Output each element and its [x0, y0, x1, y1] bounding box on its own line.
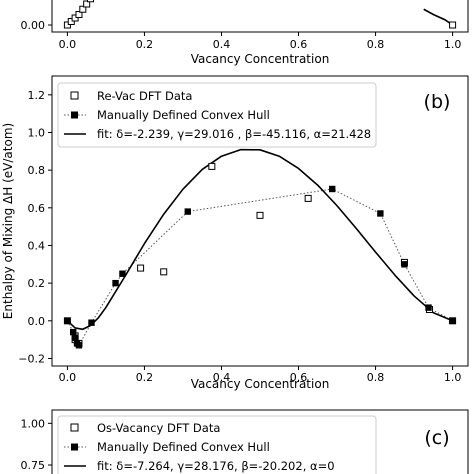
panel-b: 0.0 0.2 0.4 0.6 0.8 1.0 −0.2 0.0 0.2 0.4 0.6 0.8 1.0… — [1, 75, 469, 391]
dft-data-point — [256, 211, 264, 219]
panel-c-tag: (c) — [424, 427, 449, 449]
legend-marker-dft-data — [70, 91, 79, 100]
panel-b-x-axis-title: Vacancy Concentration — [191, 377, 330, 391]
panel-b-y-tick-label: 1.2 — [28, 89, 46, 102]
convex-hull-point — [64, 317, 71, 325]
panel-b-y-tick-label: 0.0 — [28, 315, 46, 328]
panel-b-y-tick-label: 1.0 — [28, 126, 46, 139]
convex-hull-point — [377, 210, 384, 217]
legend-label-convex-hull: Manually Defined Convex Hull — [97, 108, 270, 122]
panel-a-fit-curve — [423, 8, 454, 26]
panel-a-plot-frame — [51, 0, 469, 33]
panel-a-x-tick-label: 0.2 — [136, 38, 154, 51]
panel-b-y-tick-label: 0.2 — [28, 277, 46, 290]
convex-hull-point — [329, 185, 336, 193]
legend-label-fit: fit: δ=-2.239, γ=29.016 , β=-45.116, α=2… — [97, 127, 371, 141]
legend-marker-os-convex-hull — [71, 443, 78, 451]
legend-label-os-fit: fit: δ=-7.264, γ=28.176, β=-20.202, α=0 — [97, 459, 335, 473]
panel-c-plot-frame — [51, 409, 469, 474]
convex-hull-point — [71, 334, 79, 341]
panel-a-x-tick-label: 0.0 — [59, 38, 77, 51]
legend-marker-os-dft-data — [70, 423, 79, 432]
convex-hull-point — [69, 328, 77, 336]
panel-a: 0.0 0.2 0.4 0.6 0.8 1.0 0.00 Vacancy Concentra… — [21, 0, 469, 66]
convex-hull-point — [119, 270, 126, 277]
panel-a-data-point — [75, 11, 83, 18]
panel-a-y-tick-label: 0.00 — [21, 19, 46, 32]
convex-hull-point — [425, 304, 432, 311]
convex-hull-line — [66, 188, 453, 347]
legend-label-dft-data: Re-Vac DFT Data — [97, 89, 192, 103]
panel-a-data-point — [87, 0, 95, 3]
legend-label-os-convex-hull: Manually Defined Convex Hull — [97, 440, 270, 454]
panel-b-x-tick-label: 0.0 — [59, 371, 77, 384]
dft-data-point — [137, 264, 145, 272]
panel-a-x-tick-label: 0.4 — [213, 38, 231, 51]
convex-hull-point — [401, 261, 408, 268]
panel-b-y-tick-label: 0.8 — [28, 164, 46, 177]
panel-c-y-tick-label: 0.75 — [21, 459, 46, 472]
panel-b-x-tick-label: 0.6 — [290, 371, 308, 384]
convex-hull-point — [112, 279, 119, 287]
convex-hull-point — [88, 319, 95, 326]
panel-a-x-tick-label: 0.8 — [367, 38, 385, 51]
legend-label-os-dft-data: Os-Vacancy DFT Data — [97, 421, 220, 435]
panel-a-x-tick-label: 1.0 — [444, 38, 462, 51]
panel-a-endpoint — [449, 21, 457, 29]
panel-b-y-tick-label: 0.6 — [28, 202, 46, 215]
dft-data-point — [304, 194, 312, 202]
dft-data-point — [208, 162, 216, 170]
panel-c: 1.00 0.75 (c) Os-Vacancy DFT Data Manuall… — [21, 409, 469, 474]
panel-b-x-tick-label: 0.2 — [136, 371, 154, 384]
panel-b-x-tick-label: 0.4 — [213, 371, 231, 384]
panel-c-y-tick-label: 1.00 — [21, 417, 46, 430]
panel-c-legend: Os-Vacancy DFT Data Manually Defined Con… — [57, 415, 377, 474]
panel-b-y-tick-label: 0.4 — [28, 239, 46, 252]
convex-hull-point — [184, 208, 191, 215]
legend-marker-convex-hull — [71, 111, 78, 119]
panel-c-legend-box — [57, 415, 377, 474]
panel-b-y-tick-label: −0.2 — [18, 352, 45, 365]
dft-data-point — [160, 268, 168, 276]
convex-hull-point — [75, 342, 83, 349]
panel-a-x-axis-title: Vacancy Concentration — [191, 52, 330, 66]
panel-b-legend: Re-Vac DFT Data Manually Defined Convex … — [57, 82, 377, 148]
panel-a-data-point — [79, 5, 87, 13]
panel-a-data-point — [83, 0, 91, 8]
panel-b-x-tick-label: 0.8 — [367, 371, 385, 384]
panel-b-x-tick-label: 1.0 — [444, 371, 462, 384]
panel-b-legend-box — [57, 82, 377, 148]
fit-curve — [66, 148, 453, 331]
panel-b-plot-frame — [51, 75, 469, 367]
panel-a-x-tick-label: 0.6 — [290, 38, 308, 51]
panel-b-tag: (b) — [424, 91, 451, 113]
convex-hull-point — [449, 317, 456, 325]
panel-b-y-axis-title: Enthalpy of Mixing ΔH (eV/atom) — [1, 123, 15, 319]
